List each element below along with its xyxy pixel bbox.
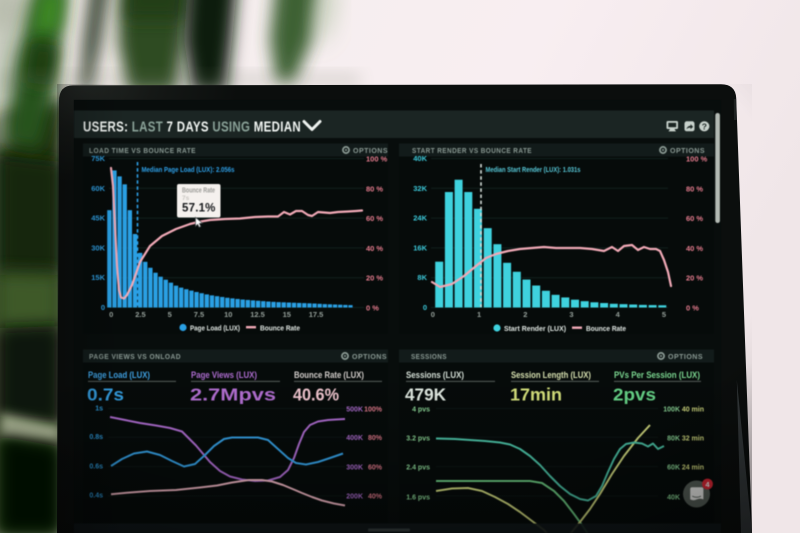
svg-text:Median Start Render (LUX): 1.0: Median Start Render (LUX): 1.031s: [486, 165, 581, 174]
svg-text:20 %: 20 %: [686, 274, 703, 283]
svg-text:0.4s: 0.4s: [89, 493, 103, 500]
svg-text:3: 3: [569, 310, 573, 319]
svg-text:0 %: 0 %: [686, 304, 699, 313]
svg-text:1s: 1s: [95, 406, 103, 413]
svg-text:PAGE VIEWS VS ONLOAD: PAGE VIEWS VS ONLOAD: [89, 352, 181, 361]
svg-text:40K: 40K: [413, 154, 427, 163]
svg-text:17min: 17min: [510, 385, 562, 405]
svg-text:Bounce Rate: Bounce Rate: [586, 324, 626, 333]
svg-text:60 %: 60 %: [686, 214, 703, 223]
svg-text:75K: 75K: [91, 154, 105, 163]
svg-text:15K: 15K: [91, 273, 105, 282]
svg-text:80 %: 80 %: [366, 185, 383, 194]
svg-text:7.5: 7.5: [194, 310, 204, 319]
svg-text:LOAD TIME VS BOUNCE RATE: LOAD TIME VS BOUNCE RATE: [89, 146, 196, 155]
svg-text:60%: 60%: [368, 464, 383, 471]
svg-text:?: ?: [702, 122, 707, 132]
svg-text:15: 15: [283, 310, 291, 319]
svg-text:2.4 pvs: 2.4 pvs: [406, 465, 430, 472]
svg-text:2pvs: 2pvs: [613, 385, 656, 405]
svg-text:17.5: 17.5: [309, 310, 324, 319]
svg-text:Start Render (LUX): Start Render (LUX): [504, 324, 566, 333]
svg-text:30K: 30K: [91, 244, 105, 253]
svg-text:60K: 60K: [91, 184, 105, 193]
svg-text:0: 0: [423, 303, 427, 312]
svg-text:80%: 80%: [368, 435, 383, 442]
svg-text:60 %: 60 %: [366, 214, 383, 223]
svg-text:10: 10: [224, 310, 232, 319]
svg-text:300K: 300K: [346, 464, 363, 471]
svg-text:80K: 80K: [667, 435, 680, 442]
svg-text:0.7s: 0.7s: [87, 385, 124, 405]
svg-text:0: 0: [431, 310, 435, 319]
svg-text:Bounce Rate (LUX): Bounce Rate (LUX): [294, 370, 364, 380]
svg-text:0: 0: [109, 310, 113, 319]
svg-text:0.8s: 0.8s: [89, 434, 103, 441]
svg-text:7s: 7s: [182, 195, 190, 202]
svg-text:Bounce Rate: Bounce Rate: [182, 188, 215, 195]
svg-text:40K: 40K: [667, 495, 680, 502]
svg-text:40%: 40%: [368, 494, 383, 501]
svg-text:Session Length (LUX): Session Length (LUX): [511, 370, 591, 380]
svg-text:SESSIONS: SESSIONS: [411, 352, 447, 361]
svg-text:OPTIONS: OPTIONS: [668, 352, 703, 361]
svg-text:24K: 24K: [413, 214, 427, 223]
svg-text:60K: 60K: [667, 465, 680, 472]
svg-text:Page Load (LUX): Page Load (LUX): [190, 324, 240, 333]
svg-text:2: 2: [523, 310, 527, 319]
svg-text:20 %: 20 %: [366, 274, 383, 283]
svg-text:100 %: 100 %: [366, 155, 388, 164]
svg-text:0.6s: 0.6s: [89, 463, 103, 470]
svg-text:5: 5: [662, 310, 666, 319]
svg-text:500K: 500K: [346, 407, 363, 414]
svg-text:57.1%: 57.1%: [182, 203, 216, 215]
svg-text:1.6 pvs: 1.6 pvs: [406, 495, 430, 502]
svg-text:100%: 100%: [364, 407, 383, 414]
svg-text:Page Load (LUX): Page Load (LUX): [88, 370, 150, 380]
svg-text:Bounce Rate: Bounce Rate: [260, 324, 300, 333]
svg-text:START RENDER VS BOUNCE RATE: START RENDER VS BOUNCE RATE: [412, 146, 532, 155]
svg-text:2.5: 2.5: [135, 310, 145, 319]
svg-text:80 %: 80 %: [686, 185, 703, 194]
svg-text:32 min: 32 min: [682, 435, 704, 442]
svg-text:PVs Per Session (LUX): PVs Per Session (LUX): [614, 370, 700, 380]
svg-text:Median Page Load (LUX): 2.056s: Median Page Load (LUX): 2.056s: [142, 165, 235, 174]
svg-text:OPTIONS: OPTIONS: [352, 352, 387, 361]
svg-text:40 %: 40 %: [686, 244, 703, 253]
svg-text:12.5: 12.5: [250, 310, 265, 319]
svg-text:40 min: 40 min: [682, 407, 704, 414]
svg-text:0 %: 0 %: [366, 304, 379, 313]
svg-text:5: 5: [168, 310, 172, 319]
svg-text:479K: 479K: [405, 385, 446, 405]
svg-text:Page Views (LUX): Page Views (LUX): [191, 370, 257, 380]
svg-text:8K: 8K: [417, 273, 427, 282]
svg-text:45K: 45K: [91, 214, 105, 223]
svg-text:32K: 32K: [413, 184, 427, 193]
svg-text:16K: 16K: [413, 244, 427, 253]
svg-text:24 min: 24 min: [682, 465, 704, 472]
svg-text:2.7Mpvs: 2.7Mpvs: [190, 385, 276, 405]
svg-text:1: 1: [477, 310, 481, 319]
svg-text:100K: 100K: [663, 407, 680, 414]
svg-text:200K: 200K: [346, 494, 363, 501]
svg-text:40.6%: 40.6%: [293, 385, 339, 405]
svg-text:100 %: 100 %: [686, 155, 708, 164]
svg-text:4 pvs: 4 pvs: [412, 407, 430, 414]
svg-text:Sessions (LUX): Sessions (LUX): [406, 370, 464, 380]
svg-text:3.2 pvs: 3.2 pvs: [406, 435, 430, 442]
svg-text:40 %: 40 %: [366, 244, 383, 253]
svg-text:USERS: LAST 7 DAYS USING MEDIA: USERS: LAST 7 DAYS USING MEDIAN: [83, 119, 301, 136]
svg-text:400K: 400K: [346, 435, 363, 442]
svg-text:0: 0: [101, 303, 105, 312]
